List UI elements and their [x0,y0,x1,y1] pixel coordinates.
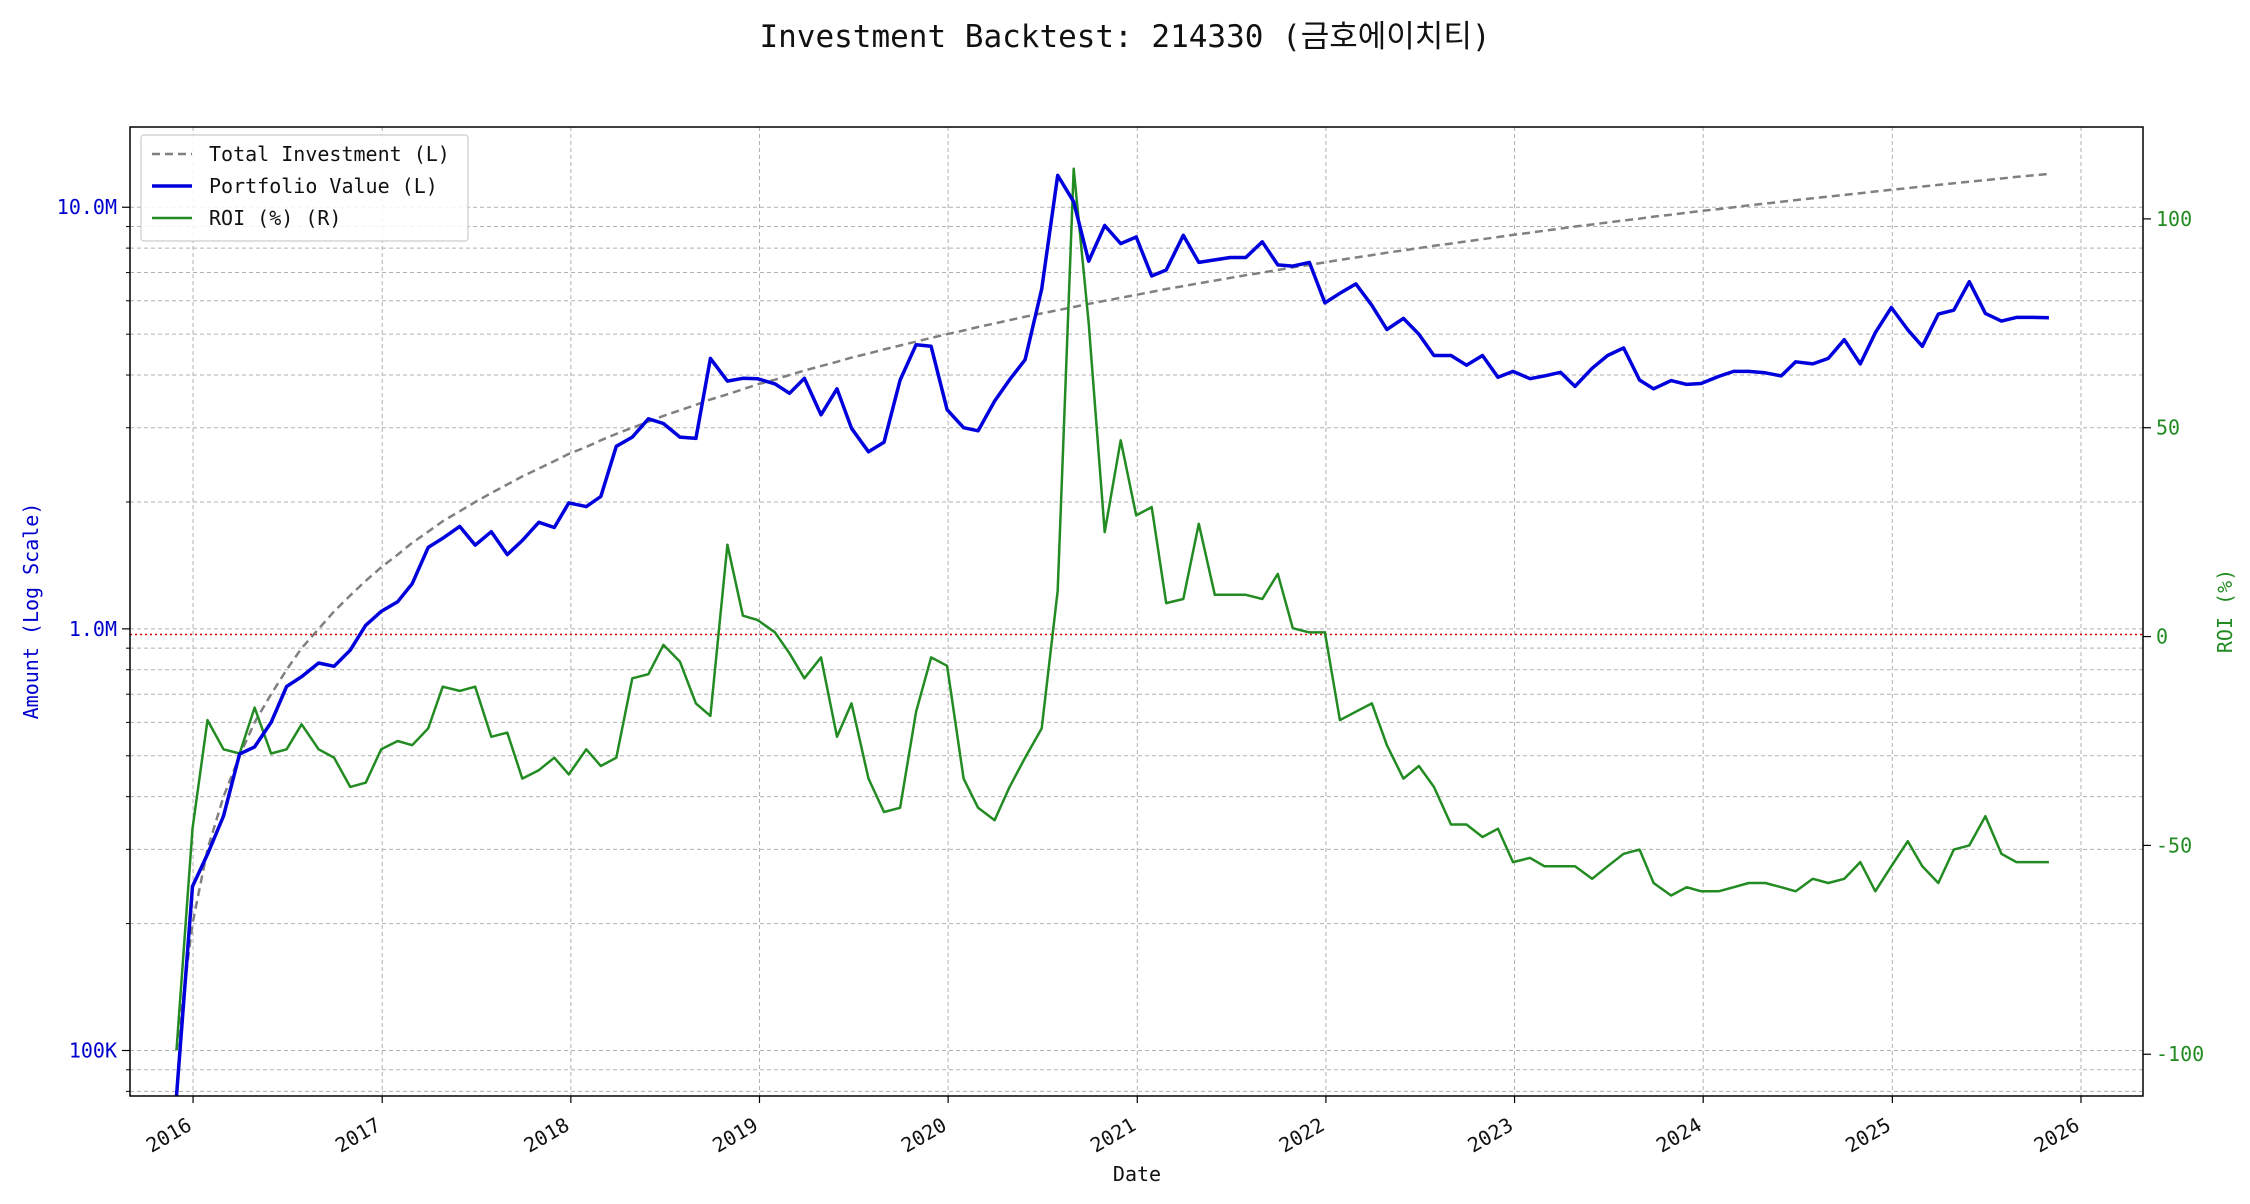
x-tick-label: 2016 [142,1113,196,1158]
legend: Total Investment (L) Portfolio Value (L)… [140,134,469,242]
right-y-axis: -100 -50 0 50 100 [2143,207,2204,1066]
grid-layer [130,127,2143,1096]
x-tick-label: 2023 [1463,1113,1517,1158]
right-tick-label: 100 [2156,207,2192,231]
portfolio-value-line [174,173,2049,1097]
x-tick-label: 2017 [331,1113,385,1158]
legend-label-total-investment: Total Investment (L) [209,142,450,166]
x-axis: 2016 2017 2018 2019 2020 2021 2022 2023 2024 2025… [142,1096,2084,1158]
left-tick-label: 1.0M [69,617,117,641]
legend-label-roi: ROI (%) (R) [209,206,341,230]
x-axis-label: Date [1113,1162,1161,1186]
total-investment-line [175,172,2050,1051]
series-layer [174,167,2050,1097]
plot-frame [129,126,2144,1097]
left-tick-label: 100K [69,1039,117,1063]
right-tick-label: 0 [2156,625,2168,649]
x-tick-label: 2025 [1841,1113,1895,1158]
x-tick-label: 2024 [1652,1113,1706,1158]
left-y-axis-label: Amount (Log Scale) [19,503,43,720]
x-tick-label: 2021 [1086,1113,1140,1158]
x-tick-label: 2019 [708,1113,762,1158]
x-tick-label: 2018 [520,1113,574,1158]
x-tick-label: 2022 [1275,1113,1329,1158]
right-tick-label: -50 [2156,833,2192,857]
right-y-axis-label: ROI (%) [2213,569,2237,653]
chart-title: Investment Backtest: 214330 (금호에이치티) [759,19,1490,55]
right-tick-label: -100 [2156,1042,2204,1066]
legend-box [140,134,469,242]
left-tick-label: 10.0M [57,195,117,219]
right-tick-label: 50 [2156,416,2180,440]
left-y-axis: 100K 1.0M 10.0M [57,195,130,1092]
x-tick-label: 2026 [2030,1113,2084,1158]
roi-line [175,167,2049,1051]
legend-label-portfolio-value: Portfolio Value (L) [209,174,438,198]
x-tick-label: 2020 [897,1113,951,1158]
